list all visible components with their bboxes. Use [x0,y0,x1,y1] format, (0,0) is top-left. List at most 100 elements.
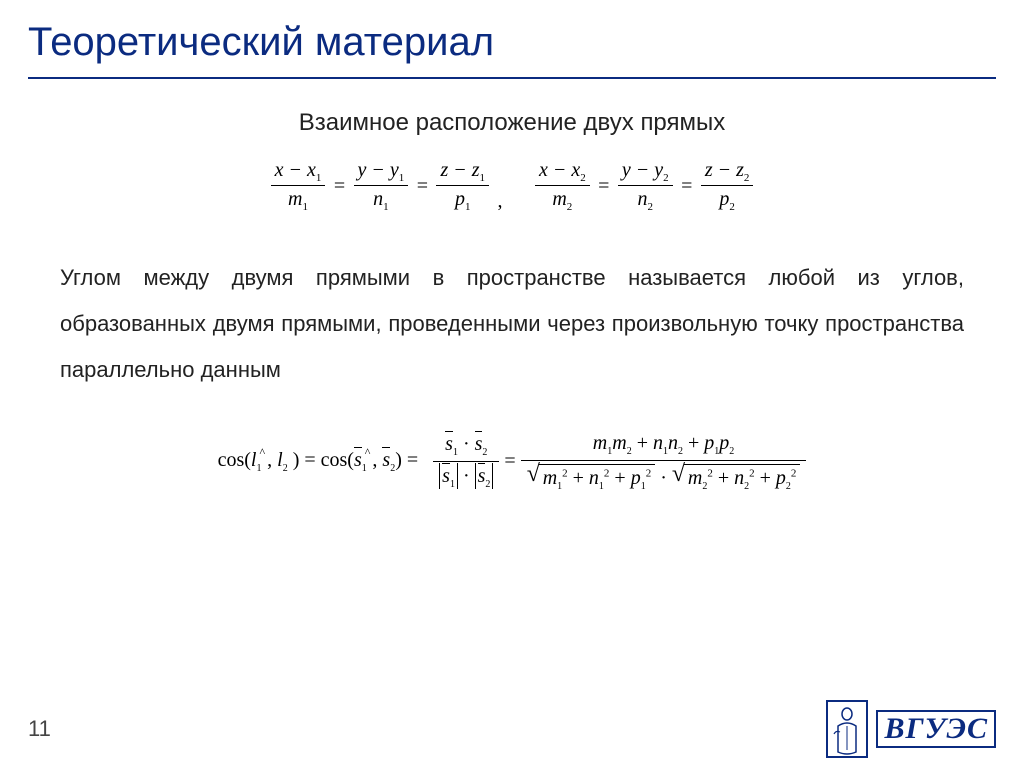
num: y − y [622,159,663,181]
equals: = [504,450,515,473]
hat: ^ [365,445,371,459]
sub: 1 [450,479,455,490]
title-underline [28,77,996,79]
frac-s1s2: s1 · s2 s1 · s2 [433,433,499,490]
frac-expanded: m1m2 + n1n2 + p1p2 m12 + n12 + p12 · m22… [521,432,807,492]
sub: 1 [362,463,367,474]
s1: s [442,465,450,487]
sub: 1 [256,463,261,474]
page-number: 11 [28,716,51,742]
plus: + [632,432,653,454]
s2: s [382,449,390,471]
den: p [719,188,729,210]
sup: 2 [791,467,797,479]
cosine-formula: cos(l1^, l2 ) = cos(s1^, s2) = s1 · s2 s… [0,432,1024,492]
m1: m [593,432,607,454]
sub: 2 [580,172,586,184]
frac-z1: z − z1 p1 [436,159,489,213]
plus: + [609,467,630,489]
num: z − z [705,159,744,181]
logo: ВГУЭС [826,700,996,758]
sub: 2 [663,172,669,184]
sub: 1 [641,481,646,492]
frac-x2: x − x2 m2 [535,159,590,213]
frac-z2: z − z2 p2 [701,159,754,213]
sub: 2 [648,201,654,213]
num: x − x [539,159,580,181]
s2: s [475,433,483,455]
equation-line-1: x − x1 m1 = y − y1 n1 = z − z1 p1 [271,159,489,213]
s1: s [354,449,362,471]
equals: = [330,175,349,198]
sub: 2 [567,201,573,213]
n2: n [668,432,678,454]
sub: 1 [316,172,322,184]
cos-l1l2: cos(l1^, l2 ) = cos(s1^, s2) = [218,449,419,474]
sub: 2 [482,447,487,458]
den: n [638,188,648,210]
slide-subtitle: Взаимное расположение двух прямых [0,109,1024,137]
sub: 2 [283,463,288,474]
slide-title: Теоретический материал [0,0,1024,65]
num: y − y [358,159,399,181]
sub: 1 [465,201,471,213]
frac-y2: y − y2 n2 [618,159,673,213]
close-eq: ) = [395,449,418,471]
sub: 1 [399,172,405,184]
sub: 2 [729,201,735,213]
den: p [455,188,465,210]
frac-x1: x − x1 m1 [271,159,326,213]
sub: 2 [744,481,749,492]
p: p [631,467,641,489]
hat: ^ [259,445,265,459]
eq-cos-open: ) = cos( [293,449,354,471]
equals: = [413,175,432,198]
equals: = [594,175,613,198]
cos-open: cos( [218,449,251,471]
m: m [543,467,557,489]
den: m [552,188,566,210]
m: m [688,467,702,489]
plus: + [713,467,734,489]
sub: 1 [480,172,486,184]
sub: 1 [302,201,308,213]
plus: + [755,467,776,489]
logo-figure-icon [826,700,868,758]
n: n [589,467,599,489]
num: z − z [440,159,479,181]
sub: 1 [599,481,604,492]
sub: 2 [485,479,490,490]
n1: n [653,432,663,454]
sup: 2 [646,467,652,479]
plus: + [683,432,704,454]
sub: 2 [786,481,791,492]
dot: · [458,465,475,487]
n: n [734,467,744,489]
slide-container: Теоретический материал Взаимное располож… [0,0,1024,768]
dot: · [458,433,475,455]
sub: 2 [744,172,750,184]
p1: p [704,432,714,454]
den: m [288,188,302,210]
num: x − x [275,159,316,181]
sub: 1 [557,481,562,492]
dot: · [655,467,672,489]
m2: m [612,432,626,454]
sub: 1 [383,201,389,213]
sqrt-2: m22 + n22 + p22 [672,464,801,492]
comma: , [372,449,382,471]
sub: 2 [729,446,734,457]
s1: s [445,433,453,455]
p2: p [719,432,729,454]
logo-text: ВГУЭС [876,710,996,748]
equations-line-parametric: x − x1 m1 = y − y1 n1 = z − z1 p1 , x − … [0,159,1024,213]
sqrt-1: m12 + n12 + p12 [527,464,656,492]
definition-text: Углом между двумя прямыми в пространстве… [60,255,964,394]
equals: = [677,175,696,198]
plus: + [568,467,589,489]
frac-y1: y − y1 n1 [354,159,409,213]
equation-line-2: x − x2 m2 = y − y2 n2 = z − z2 p2 [535,159,753,213]
sub: 2 [702,481,707,492]
den: n [373,188,383,210]
p: p [776,467,786,489]
